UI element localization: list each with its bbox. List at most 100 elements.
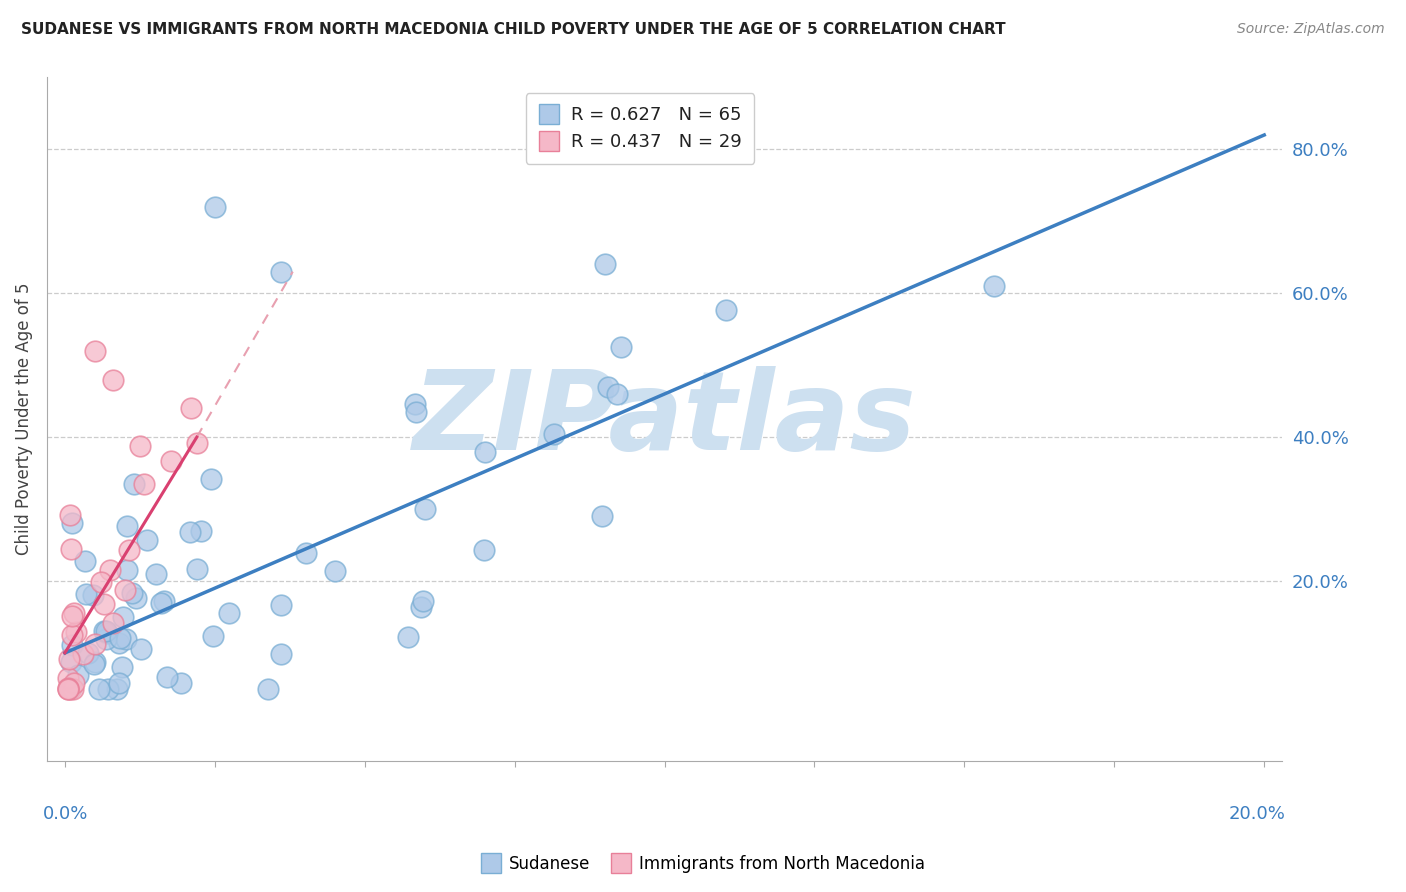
Point (257, 681, 280, 696)
Point (62, 606, 84, 620)
Point (65, 624, 87, 639)
Legend: Sudanese, Immigrants from North Macedonia: Sudanese, Immigrants from North Macedoni… (474, 848, 932, 880)
Point (90, 575, 112, 590)
Point (56, 671, 79, 685)
Point (114, 583, 136, 598)
Point (83, 657, 105, 671)
Point (201, 629, 224, 643)
Text: ZIPatlas: ZIPatlas (413, 366, 917, 473)
Point (596, 380, 619, 394)
Point (84, 655, 107, 669)
Point (115, 563, 138, 577)
Point (204, 200, 226, 214)
Point (59, 681, 82, 696)
Point (131, 641, 153, 656)
Point (77, 646, 100, 660)
Point (610, 340, 633, 354)
Point (270, 648, 292, 662)
Point (94, 632, 117, 646)
Point (405, 405, 427, 419)
Point (108, 631, 131, 645)
Point (108, 676, 131, 690)
Point (409, 599, 432, 614)
Point (145, 566, 167, 581)
Point (87, 681, 110, 696)
Point (76, 587, 98, 601)
Point (105, 681, 128, 696)
Point (472, 542, 495, 557)
Point (72, 647, 94, 661)
Y-axis label: Child Poverty Under the Age of 5: Child Poverty Under the Age of 5 (15, 283, 32, 556)
Point (190, 524, 212, 539)
Point (60, 681, 83, 696)
Point (136, 533, 159, 547)
Point (117, 519, 139, 533)
Point (218, 607, 240, 621)
Point (110, 660, 132, 674)
Point (413, 502, 436, 516)
Point (101, 616, 124, 631)
Point (60, 638, 83, 652)
Point (96, 624, 118, 638)
Point (112, 610, 135, 624)
Point (59, 508, 82, 522)
Point (983, 279, 1005, 293)
Text: 20.0%: 20.0% (1229, 805, 1286, 823)
Point (294, 546, 316, 560)
Text: Source: ZipAtlas.com: Source: ZipAtlas.com (1237, 22, 1385, 37)
Point (121, 586, 143, 600)
Point (270, 598, 292, 612)
Point (179, 524, 201, 539)
Point (59, 656, 82, 670)
Point (96, 626, 118, 640)
Point (169, 675, 191, 690)
Point (186, 435, 208, 450)
Point (404, 397, 426, 411)
Point (60, 628, 83, 642)
Point (93, 597, 115, 611)
Point (132, 477, 155, 491)
Point (93, 624, 115, 639)
Point (59, 541, 82, 556)
Point (160, 454, 183, 468)
Point (412, 593, 434, 607)
Point (593, 257, 616, 271)
Point (62, 676, 84, 690)
Point (60, 516, 83, 530)
Point (129, 439, 152, 453)
Point (82, 588, 104, 602)
Point (60, 608, 83, 623)
Point (125, 591, 148, 605)
Point (58, 652, 80, 666)
Point (156, 670, 179, 684)
Point (108, 636, 131, 650)
Point (62, 681, 84, 696)
Point (396, 630, 419, 644)
Point (56, 681, 79, 696)
Point (200, 472, 222, 486)
Point (150, 596, 173, 610)
Text: 0.0%: 0.0% (44, 805, 89, 823)
Point (75, 554, 97, 568)
Point (98, 563, 121, 577)
Text: SUDANESE VS IMMIGRANTS FROM NORTH MACEDONIA CHILD POVERTY UNDER THE AGE OF 5 COR: SUDANESE VS IMMIGRANTS FROM NORTH MACEDO… (21, 22, 1005, 37)
Point (101, 373, 124, 387)
Point (84, 637, 107, 651)
Point (270, 265, 292, 279)
Point (66, 668, 89, 682)
Point (606, 387, 628, 401)
Point (56, 681, 79, 695)
Point (56, 681, 79, 696)
Point (323, 565, 346, 579)
Point (97, 681, 120, 696)
Legend: R = 0.627   N = 65, R = 0.437   N = 29: R = 0.627 N = 65, R = 0.437 N = 29 (526, 94, 754, 163)
Point (153, 593, 176, 607)
Point (124, 477, 146, 491)
Point (114, 632, 136, 647)
Point (591, 508, 613, 523)
Point (180, 401, 202, 416)
Point (118, 542, 141, 557)
Point (83, 343, 105, 358)
Point (186, 562, 208, 576)
Point (714, 302, 737, 317)
